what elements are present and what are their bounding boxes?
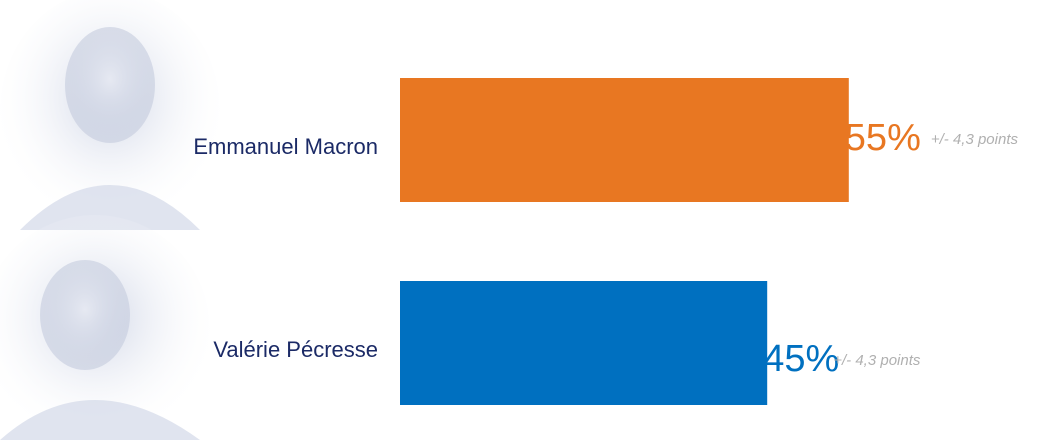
value-label: 45%: [763, 338, 839, 380]
portrait-macron: [0, 0, 220, 230]
error-label: +/- 4,3 points: [833, 352, 921, 369]
error-label: +/- 4,3 points: [931, 131, 1019, 148]
category-label: Valérie Pécresse: [213, 337, 378, 362]
value-label: 55%: [845, 117, 921, 159]
portrait-pecresse: [0, 215, 210, 440]
category-label: Emmanuel Macron: [193, 134, 378, 159]
bar: [400, 78, 849, 202]
bar: [400, 281, 768, 405]
